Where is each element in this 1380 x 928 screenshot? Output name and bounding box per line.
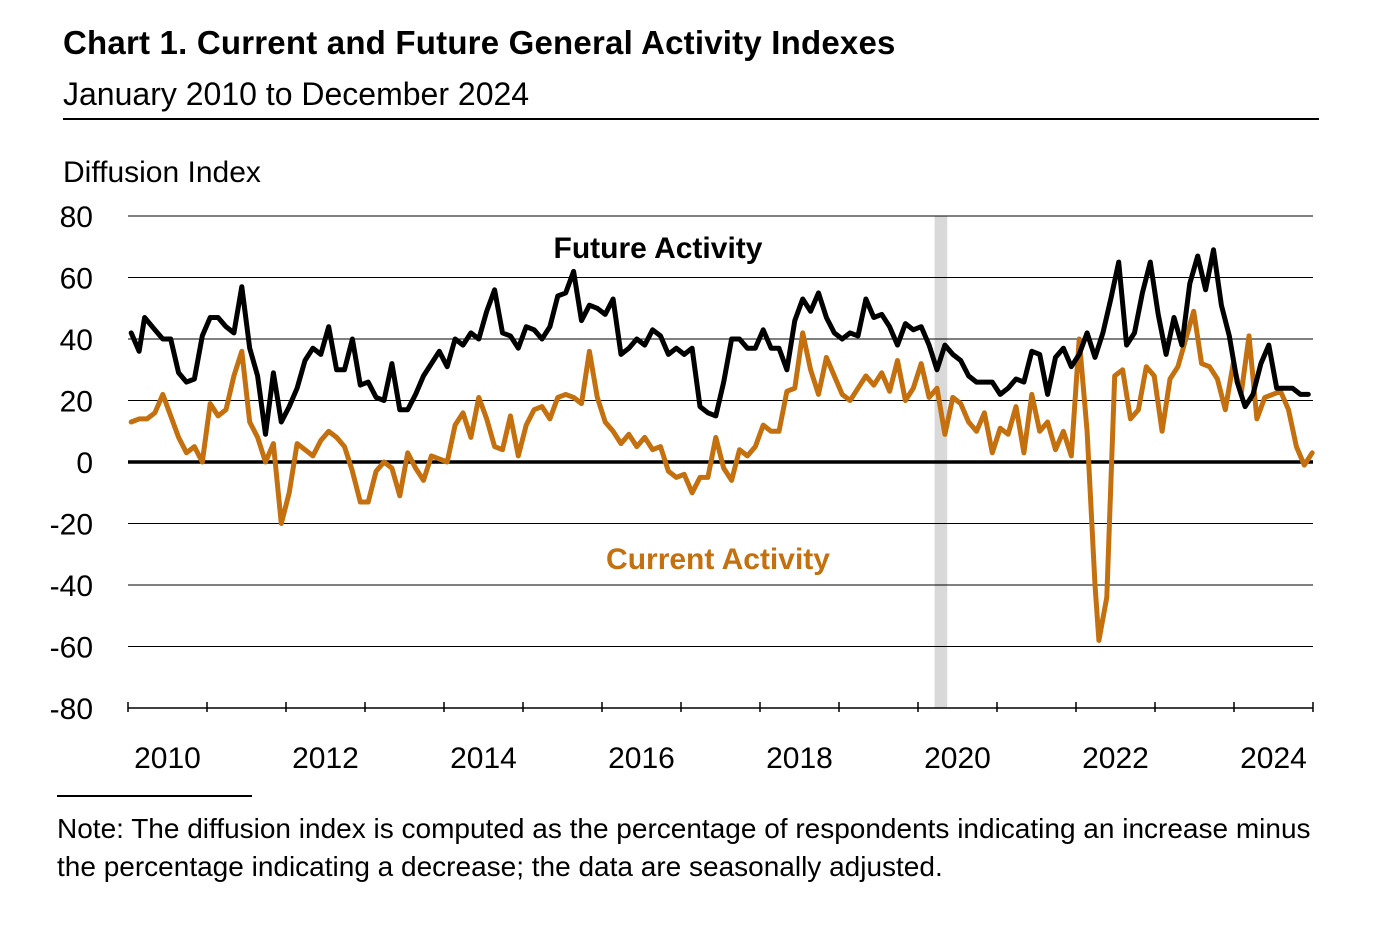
chart-subtitle: January 2010 to December 2024: [63, 76, 530, 112]
title-rule: [63, 118, 1319, 120]
current-activity-label: Current Activity: [606, 543, 830, 576]
x-tick-label: 2012: [292, 742, 359, 775]
axes-layer: [127, 702, 1314, 712]
y-tick-label: 20: [60, 386, 93, 419]
x-tick-label: 2024: [1240, 742, 1307, 775]
x-tick-label: 2018: [766, 742, 833, 775]
x-tick-label: 2010: [134, 742, 201, 775]
series-layer: [128, 247, 1315, 643]
note-rule: [57, 795, 252, 797]
x-tick-label: 2020: [924, 742, 991, 775]
y-tick-label: 0: [76, 447, 93, 480]
x-tick-label: 2014: [450, 742, 517, 775]
y-tick-label: -60: [50, 632, 93, 665]
future-activity-label: Future Activity: [554, 232, 763, 265]
y-tick-label: -80: [50, 693, 93, 726]
labels-layer: 80 60 40 20 0 -20 -40 -60 -80 2010 2012 2014 2016 201…: [50, 201, 1307, 775]
y-tick-label: 80: [60, 201, 93, 234]
chart-note: Note: The diffusion index is computed as…: [57, 813, 1311, 882]
y-tick-label: -20: [50, 509, 93, 542]
y-tick-label: 60: [60, 263, 93, 296]
chart-title: Chart 1. Current and Future General Acti…: [63, 24, 896, 61]
current-activity-line: [128, 308, 1315, 643]
future-activity-line: [128, 247, 1311, 437]
x-tick-label: 2022: [1082, 742, 1149, 775]
y-axis-label: Diffusion Index: [63, 156, 261, 189]
y-tick-label: 40: [60, 324, 93, 357]
x-tick-label: 2016: [608, 742, 675, 775]
y-tick-label: -40: [50, 570, 93, 603]
